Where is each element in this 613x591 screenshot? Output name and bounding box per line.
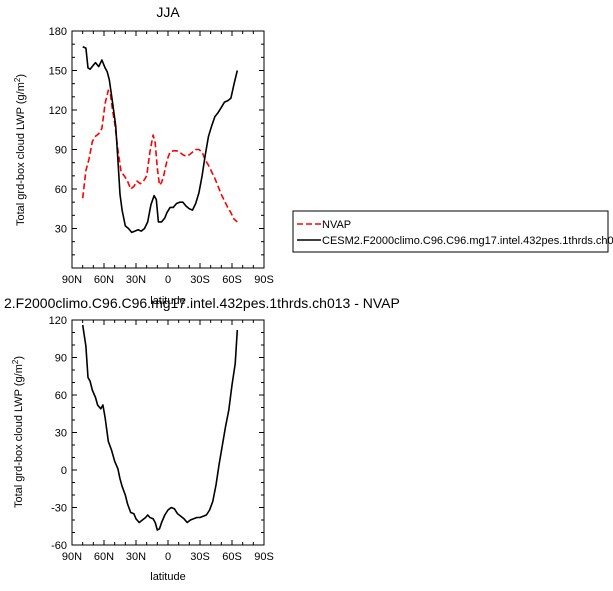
y-tick-label: -60 [51, 540, 67, 552]
legend-box [292, 210, 609, 253]
x-tick-label: 30S [190, 551, 210, 563]
series-line-cesm [82, 46, 239, 234]
x-tick-label: 30S [190, 274, 210, 286]
x-tick-label: 60N [94, 551, 114, 563]
y-tick-label: 60 [55, 184, 67, 196]
chart-1-ylabel-main: Total grd-box cloud LWP (g/m [15, 82, 27, 226]
chart-2-ylabel-main: Total grd-box cloud LWP (g/m [13, 364, 25, 508]
chart-2-title: 2.F2000climo.C96.C96.mg17.intel.432pes.1… [4, 295, 400, 311]
x-tick-label: 90S [254, 551, 274, 563]
chart-1-axes [71, 30, 265, 269]
y-tick-label: 0 [61, 465, 67, 477]
x-tick-label: 30N [126, 551, 146, 563]
y-tick-label: -30 [51, 503, 67, 515]
legend-label-cesm: CESM2.F2000climo.C96.C96.mg17.intel.432p… [322, 235, 613, 247]
y-tick-label: 60 [55, 390, 67, 402]
chart-2-ylabel-superscript: 2 [11, 359, 20, 364]
x-tick-label: 60S [222, 551, 242, 563]
chart-2-plot-frame [71, 319, 265, 546]
x-tick-label: 0 [165, 551, 171, 563]
legend-label-nvap: NVAP [322, 219, 351, 231]
y-tick-label: 180 [49, 26, 67, 38]
chart-1-title: JJA [156, 4, 180, 20]
y-tick-label: 30 [55, 224, 67, 236]
x-tick-label: 30N [126, 274, 146, 286]
chart-1-ylabel-superscript: 2 [13, 77, 22, 82]
x-tick-label: 60N [94, 274, 114, 286]
chart-2: 2.F2000climo.C96.C96.mg17.intel.432pes.1… [4, 295, 400, 583]
series-line-nvap [81, 89, 238, 223]
series-line-difference [81, 324, 239, 531]
x-tick-label: 90S [254, 274, 274, 286]
chart-1: JJA 90N 60N 30N 0 30S 60S 90S 30 60 90 120 150 180 l… [13, 4, 274, 307]
chart-2-tick-labels: 90N 60N 30N 0 30S 60S 90S -60 -30 0 30 60 90 120 [49, 315, 274, 563]
x-tick-label: 60S [222, 274, 242, 286]
chart-2-xlabel: latitude [150, 571, 185, 583]
x-tick-label: 0 [165, 274, 171, 286]
y-tick-label: 150 [49, 66, 67, 78]
chart-2-series [81, 324, 239, 531]
y-tick-label: 90 [55, 145, 67, 157]
chart-1-legend: NVAP CESM2.F2000climo.C96.C96.mg17.intel… [292, 210, 613, 253]
y-tick-label: 120 [49, 105, 67, 117]
x-tick-label: 90N [62, 551, 82, 563]
chart-2-ylabel-tail: ) [13, 356, 25, 360]
chart-1-ylabel: Total grd-box cloud LWP (g/m2) [13, 74, 27, 226]
x-tick-label: 90N [62, 274, 82, 286]
y-tick-label: 30 [55, 428, 67, 440]
y-tick-label: 120 [49, 315, 67, 327]
chart-1-series [81, 46, 239, 234]
chart-1-tick-labels: 90N 60N 30N 0 30S 60S 90S 30 60 90 120 150 180 [49, 26, 274, 286]
chart-1-ylabel-tail: ) [15, 74, 27, 78]
chart-2-ylabel: Total grd-box cloud LWP (g/m2) [11, 356, 25, 508]
y-tick-label: 90 [55, 353, 67, 365]
chart-1-xlabel: latitude [150, 295, 185, 307]
chart-1-plot-frame [71, 30, 265, 269]
